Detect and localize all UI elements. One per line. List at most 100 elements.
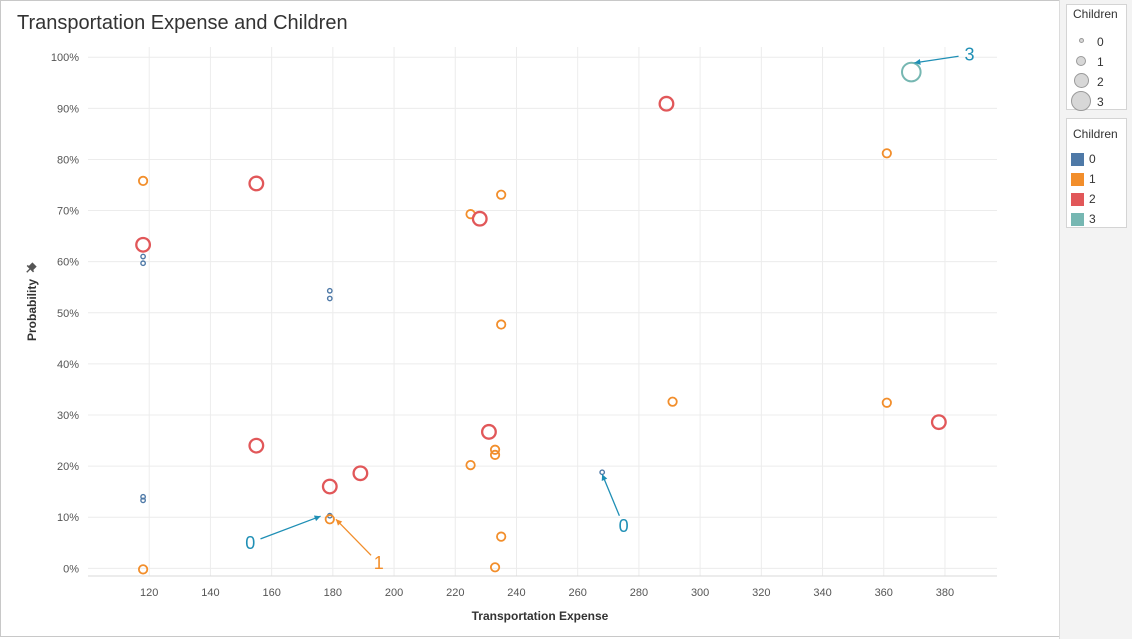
data-point[interactable] [658,95,675,112]
data-point[interactable] [321,478,338,495]
data-point[interactable] [137,564,149,575]
color-swatch-icon [1071,213,1084,226]
size-legend-label: 2 [1097,75,1104,89]
data-point[interactable] [140,497,146,504]
y-tick-label: 0% [63,563,79,575]
x-tick-label: 240 [507,587,525,599]
grid-lines [88,47,997,577]
annotation-arrowhead [914,58,921,65]
data-point[interactable] [881,397,892,408]
y-axis-tick-labels: 0% 10% 20% 30% 40% 50% 60% 70% 80% 90% 100% [51,52,79,575]
data-point[interactable] [489,562,501,573]
annotation-arrowhead [335,519,343,526]
color-legend-item[interactable]: 3 [1067,209,1126,229]
color-legend-item[interactable]: 0 [1067,149,1126,169]
x-tick-label: 280 [630,587,648,599]
x-tick-label: 140 [201,587,219,599]
data-point[interactable] [881,148,892,159]
annotation-label: 0 [245,533,255,553]
data-point[interactable] [471,210,488,227]
x-tick-label: 180 [324,587,342,599]
data-point[interactable] [324,514,335,525]
x-tick-label: 160 [262,587,280,599]
data-point[interactable] [248,437,265,454]
x-tick-label: 300 [691,587,709,599]
size-legend-item[interactable]: 3 [1067,91,1126,112]
size-legend-item[interactable]: 2 [1067,72,1126,92]
data-point[interactable] [496,189,507,200]
annotation-arrow [335,518,372,556]
y-tick-label: 80% [57,154,79,166]
size-legend-title: Children [1073,7,1118,21]
data-point[interactable] [496,319,507,330]
data-point[interactable] [480,423,497,440]
x-tick-label: 200 [385,587,403,599]
data-point[interactable] [489,449,501,460]
data-point[interactable] [489,444,501,455]
x-axis-tick-labels: 120 140 160 180 200 220 240 260 280 300 320 340 360 3… [140,587,954,599]
color-swatch-icon [1071,193,1084,206]
color-legend-item[interactable]: 1 [1067,169,1126,189]
annotation-label: 0 [619,516,629,536]
annotation-arrowhead [313,515,321,522]
y-tick-label: 20% [57,461,79,473]
pin-icon[interactable] [24,261,38,275]
x-tick-label: 340 [813,587,831,599]
x-tick-label: 380 [936,587,954,599]
data-point[interactable] [135,236,152,253]
x-tick-label: 120 [140,587,158,599]
chart-title: Transportation Expense and Children [17,12,348,34]
size-legend-label: 3 [1097,95,1104,109]
y-tick-label: 10% [57,512,79,524]
color-legend-label: 0 [1089,152,1096,166]
data-point[interactable] [248,175,265,192]
data-point[interactable] [137,175,149,187]
size-swatch-icon [1076,56,1086,66]
data-point[interactable] [667,396,678,407]
size-swatch-icon [1079,38,1084,43]
y-tick-label: 40% [57,359,79,371]
annotation-arrow [914,55,959,64]
x-tick-label: 320 [752,587,770,599]
y-tick-label: 30% [57,410,79,422]
size-swatch-icon [1071,91,1091,111]
data-point[interactable] [326,295,333,302]
x-tick-label: 260 [569,587,587,599]
plot-area [88,47,997,576]
annotation-arrowhead [601,474,608,481]
scatter-chart[interactable]: 0% 10% 20% 30% 40% 50% 60% 70% 80% 90% 100% 120 140… [0,0,1058,639]
data-point[interactable] [140,253,146,260]
annotation-arrow [601,474,620,517]
data-point[interactable] [465,459,476,471]
size-legend-label: 1 [1097,55,1104,69]
data-points [135,61,947,575]
color-legend-item[interactable]: 2 [1067,189,1126,209]
annotations: 3 0 0 1 [245,45,974,574]
data-point[interactable] [901,61,922,83]
data-point[interactable] [930,414,947,431]
y-tick-label: 50% [57,308,79,320]
size-legend-item[interactable]: 1 [1067,52,1126,72]
data-point[interactable] [326,287,333,294]
x-axis-label: Transportation Expense [472,609,609,623]
color-swatch-icon [1071,173,1084,186]
data-point[interactable] [352,465,369,482]
annotation-label: 1 [374,553,384,573]
y-axis-label: Probability [25,279,39,341]
color-legend-label: 3 [1089,212,1096,226]
color-legend-label: 1 [1089,172,1096,186]
color-legend-title: Children [1073,127,1118,141]
color-legend-label: 2 [1089,192,1096,206]
y-tick-label: 60% [57,257,79,269]
x-tick-label: 220 [446,587,464,599]
x-tick-label: 360 [875,587,893,599]
y-tick-label: 90% [57,103,79,115]
annotation-label: 3 [964,45,974,65]
size-legend-item[interactable]: 0 [1067,32,1126,52]
data-point[interactable] [496,531,507,542]
color-legend[interactable]: Children 0 1 2 3 [1066,118,1127,228]
data-point[interactable] [140,493,146,500]
data-point[interactable] [140,260,146,267]
color-swatch-icon [1071,153,1084,166]
size-legend[interactable]: Children 0 1 2 3 [1066,4,1127,112]
